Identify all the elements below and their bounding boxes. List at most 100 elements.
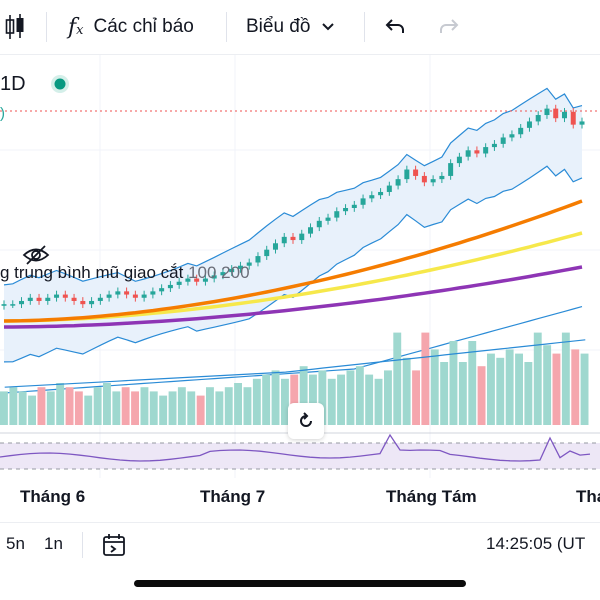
volume-bar: [412, 370, 420, 425]
volume-bar: [543, 345, 552, 425]
volume-bar: [271, 370, 280, 425]
candle-body: [45, 297, 51, 301]
volume-bar: [561, 332, 570, 425]
function-icon: fx: [68, 14, 84, 40]
volume-bar: [384, 370, 392, 425]
volume-bar: [533, 332, 542, 425]
volume-ma-line: [4, 339, 586, 388]
volume-bar: [337, 374, 345, 425]
candle-body: [448, 163, 454, 176]
candle-body: [202, 278, 208, 282]
volume-bar: [234, 383, 242, 425]
candle-body: [386, 185, 392, 192]
candle-body: [185, 278, 191, 282]
candle-body: [80, 300, 86, 305]
top-toolbar: fx Các chỉ báo Biểu đồ: [0, 0, 600, 54]
volume-bar: [252, 378, 261, 425]
candle-body: [413, 169, 419, 176]
clock-label[interactable]: 14:25:05 (UT: [486, 534, 586, 553]
volume-bar: [168, 391, 177, 425]
candle-body: [19, 300, 25, 305]
band-fill: [4, 88, 582, 362]
chart-type-button[interactable]: Biểu đồ: [246, 0, 336, 54]
candle-body: [167, 284, 173, 289]
volume-bar: [290, 374, 299, 425]
candle-body: [290, 236, 296, 241]
candle-body: [579, 121, 585, 125]
reset-chart-button[interactable]: [288, 403, 324, 439]
candle-body: [343, 208, 349, 212]
volume-bar: [393, 332, 402, 425]
candle-body: [500, 137, 506, 144]
market-open-dot-icon: [51, 75, 69, 93]
volume-bar: [327, 378, 336, 425]
volume-bar: [74, 391, 83, 425]
candle-body: [430, 179, 436, 183]
candle-body: [378, 191, 384, 196]
indicators-button[interactable]: fx Các chỉ báo: [68, 0, 194, 54]
volume-bar: [281, 378, 289, 425]
range-5d-button[interactable]: 5n: [6, 534, 25, 553]
chevron-down-icon: [322, 23, 335, 31]
candle-body: [141, 294, 147, 298]
time-axis[interactable]: Tháng 6 Tháng 7 Tháng Tám Tha: [0, 478, 600, 514]
upper-band-line: [3, 87, 583, 286]
volume-bar: [215, 391, 224, 425]
candle-body: [308, 227, 314, 234]
legend-paren: ): [0, 105, 5, 122]
candle-body: [369, 195, 375, 199]
volume-bar: [243, 387, 252, 425]
candle-body: [89, 300, 95, 305]
chart-type-label: Biểu đồ: [246, 16, 311, 37]
x-tick-label: Tha: [576, 487, 600, 506]
undo-icon[interactable]: [384, 0, 406, 54]
candlestick-icon[interactable]: [4, 0, 26, 54]
volume-bar: [262, 374, 271, 425]
volume-bar: [112, 391, 121, 425]
candle-body: [54, 294, 60, 298]
candle-body: [255, 256, 261, 263]
goto-date-icon[interactable]: [100, 531, 128, 559]
candle-body: [27, 297, 33, 301]
volume-bar: [131, 391, 139, 425]
interval-label[interactable]: 1D: [0, 73, 26, 95]
indicator-legend[interactable]: g trung bình mũ giao cắt 100 200: [0, 263, 250, 283]
candle-body: [62, 294, 68, 298]
candle-body: [97, 297, 103, 301]
x-tick-label: Tháng 6: [20, 487, 86, 506]
candle-body: [281, 236, 287, 244]
volume-bar: [505, 349, 514, 425]
candle-body: [71, 297, 77, 301]
candle-body: [150, 291, 156, 295]
volume-bar: [159, 395, 168, 425]
ema-fast-line: [3, 199, 583, 323]
redo-icon[interactable]: [438, 0, 460, 54]
volume-bar: [430, 349, 439, 425]
candle-body: [220, 272, 226, 276]
candle-body: [229, 268, 235, 273]
volume-bar: [571, 349, 580, 425]
volume-bar: [140, 387, 149, 425]
volume-bar: [477, 366, 486, 425]
volume-bar: [515, 353, 523, 425]
volume-bar: [374, 378, 383, 425]
volume-bar: [496, 357, 505, 425]
volume-bar: [187, 391, 196, 425]
volume-bar: [46, 391, 55, 425]
volume-bar: [177, 387, 186, 425]
candle-body: [439, 175, 445, 180]
candle-body: [115, 291, 121, 295]
candle-body: [246, 262, 252, 266]
volume-bar: [355, 366, 364, 425]
reset-icon: [300, 412, 312, 427]
candle-body: [132, 294, 138, 298]
volume-bar: [103, 383, 111, 425]
hide-eye-icon[interactable]: [22, 243, 50, 267]
candle-body: [465, 150, 471, 157]
volume-bar: [487, 353, 495, 425]
volume-bar: [206, 387, 214, 425]
range-1d-button[interactable]: 1n: [44, 534, 63, 553]
price-chart[interactable]: 1D ) g trung bình mũ giao cắt 100 200: [0, 55, 600, 510]
candle-body: [570, 111, 576, 125]
candle-body: [456, 156, 462, 164]
